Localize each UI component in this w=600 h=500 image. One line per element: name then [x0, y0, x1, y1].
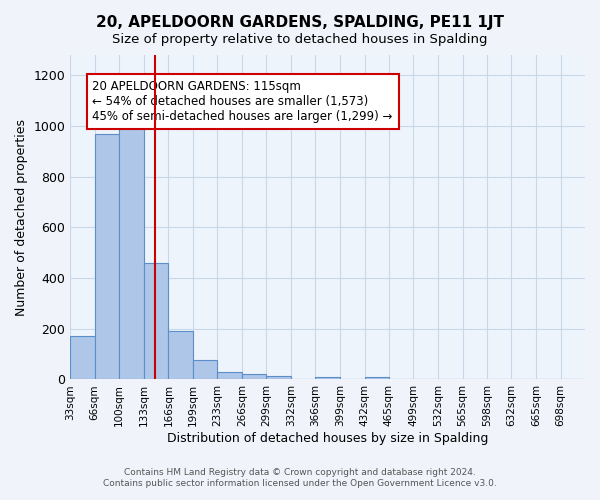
Bar: [266, 376, 291, 380]
Text: 20, APELDOORN GARDENS, SPALDING, PE11 1JT: 20, APELDOORN GARDENS, SPALDING, PE11 1J…: [96, 15, 504, 30]
Bar: [217, 372, 242, 380]
Bar: [169, 332, 193, 380]
X-axis label: Distribution of detached houses by size in Spalding: Distribution of detached houses by size …: [167, 432, 488, 445]
Bar: [365, 377, 389, 380]
Bar: [315, 377, 340, 380]
Text: 20 APELDOORN GARDENS: 115sqm
← 54% of detached houses are smaller (1,573)
45% of: 20 APELDOORN GARDENS: 115sqm ← 54% of de…: [92, 80, 393, 124]
Bar: [119, 126, 144, 380]
Bar: [70, 336, 95, 380]
Text: Contains HM Land Registry data © Crown copyright and database right 2024.
Contai: Contains HM Land Registry data © Crown c…: [103, 468, 497, 487]
Bar: [144, 263, 169, 380]
Bar: [95, 134, 119, 380]
Bar: [193, 360, 217, 380]
Y-axis label: Number of detached properties: Number of detached properties: [15, 118, 28, 316]
Text: Size of property relative to detached houses in Spalding: Size of property relative to detached ho…: [112, 32, 488, 46]
Bar: [242, 374, 266, 380]
